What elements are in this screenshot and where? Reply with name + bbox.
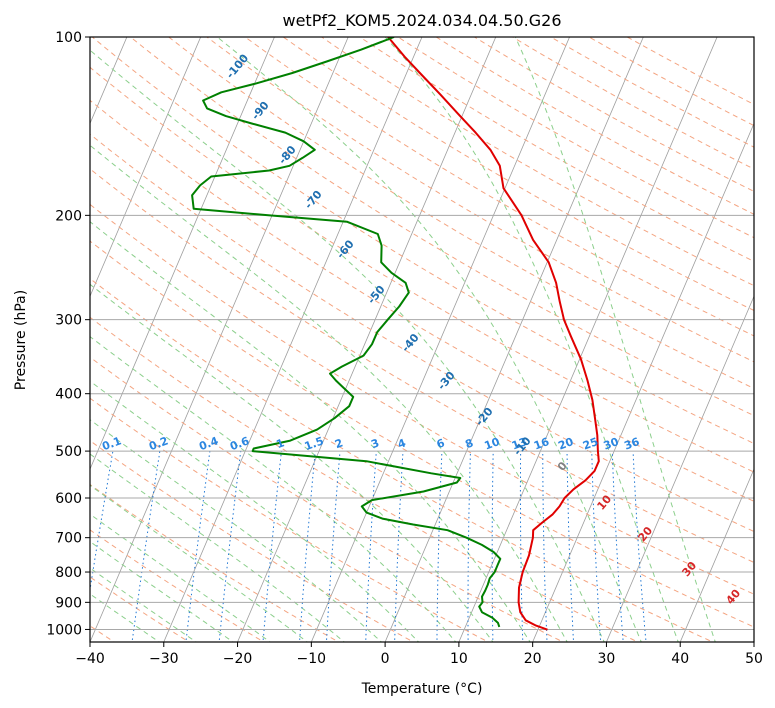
mixing-ratio-line: [365, 451, 377, 642]
mixing-ratio-line: [611, 451, 624, 642]
mixing-ratio-label: 36: [622, 435, 641, 453]
mixing-ratio-label: 13: [510, 435, 529, 452]
isotherm: [384, 37, 644, 642]
mixing-ratio-label: 6: [435, 436, 447, 451]
isotherm: [163, 37, 423, 642]
x-tick-label: −30: [149, 651, 179, 667]
y-tick-label: 800: [55, 565, 82, 581]
mixing-ratio-line: [542, 451, 548, 642]
mixing-ratio-label: 10: [483, 435, 502, 453]
dry-adiabat: [90, 316, 639, 642]
mixing-ratio-label: 30: [602, 435, 621, 453]
isotherm: [90, 37, 275, 471]
y-tick-label: 900: [55, 595, 82, 611]
isotherm: [237, 37, 497, 642]
mixing-ratio-line: [491, 451, 494, 642]
mixing-ratio-label: 0.1: [100, 434, 123, 453]
isotherm: [90, 37, 349, 642]
mixing-ratio-label: 8: [463, 436, 475, 451]
x-tick-label: −10: [297, 651, 327, 667]
x-tick-label: 40: [671, 651, 689, 667]
mixing-ratio-label: 25: [581, 435, 600, 452]
x-tick-label: 20: [524, 651, 542, 667]
mixing-ratio-label: 4: [396, 436, 408, 451]
y-tick-label: 300: [55, 313, 82, 329]
mixing-ratio-label: 0.6: [228, 434, 251, 453]
dry-adiabat: [90, 99, 754, 502]
mixing-ratio-label: 1: [274, 436, 286, 451]
dry-adiabat: [244, 37, 754, 337]
y-tick-label: 100: [55, 30, 82, 46]
x-tick-label: 10: [450, 651, 468, 667]
moist-adiabat: [90, 593, 161, 642]
chart-title: wetPf2_KOM5.2024.034.04.50.G26: [282, 11, 561, 31]
mixing-ratio-label: 16: [532, 435, 551, 453]
y-tick-label: 200: [55, 208, 82, 224]
mixing-ratio-line: [185, 451, 211, 642]
mixing-ratio-line: [632, 451, 647, 642]
x-tick-label: 0: [381, 651, 390, 667]
y-tick-label: 700: [55, 531, 82, 547]
isotherm: [310, 37, 570, 642]
y-tick-label: 400: [55, 387, 82, 403]
mixing-ratio-line: [325, 451, 341, 642]
mixing-ratio-label: 1.5: [303, 434, 326, 453]
mixing-ratio-label: 20: [556, 435, 575, 453]
moist-adiabat: [90, 283, 494, 642]
y-tick-label: 1000: [46, 622, 82, 638]
x-tick-label: 30: [598, 651, 616, 667]
dry-adiabat: [90, 168, 754, 563]
profile-lines: [191, 37, 600, 631]
x-tick-label: 50: [745, 651, 763, 667]
moist-adiabat: [90, 419, 383, 642]
x-axis-label: Temperature (°C): [361, 681, 483, 697]
isotherm: [606, 295, 754, 642]
dewpoint-profile-line: [191, 37, 502, 628]
moist-adiabat: [90, 335, 457, 642]
x-tick-label: −20: [223, 651, 253, 667]
x-tick-label: −40: [75, 651, 105, 667]
mixing-ratio-label: 0.2: [147, 434, 170, 453]
moist-adiabat: [90, 484, 309, 642]
isotherm: [532, 122, 754, 642]
isotherm: [458, 37, 718, 642]
moist-adiabat: [90, 567, 198, 642]
mixing-ratio-line: [299, 451, 316, 642]
y-tick-label: 500: [55, 444, 82, 460]
mixing-ratio-line: [519, 451, 524, 642]
pressure-gridlines: [90, 37, 754, 630]
plot-frame: [89, 36, 755, 643]
temperature-profile-line: [387, 37, 600, 631]
mixing-ratio-label: 0.4: [197, 434, 220, 453]
mixing-ratio-label: 3: [369, 436, 381, 451]
y-axis-label: Pressure (hPa): [13, 290, 29, 390]
mixing-ratio-line: [131, 451, 161, 642]
isotherm: [679, 468, 754, 642]
dry-adiabat: [91, 37, 754, 445]
dry-adiabat: [90, 133, 754, 533]
isotherm: [90, 37, 202, 298]
mixing-ratio-label: 2: [333, 436, 345, 451]
y-tick-label: 600: [55, 491, 82, 507]
mixing-ratio-line: [467, 451, 471, 642]
moist-adiabat: [90, 453, 346, 642]
moist-adiabat: [514, 37, 716, 642]
moist-adiabat: [90, 380, 420, 642]
mixing-ratio-line: [218, 451, 242, 642]
mixing-ratio-line: [262, 451, 282, 642]
mixing-ratio-line: [591, 451, 602, 642]
mixing-ratio-line: [436, 451, 443, 642]
